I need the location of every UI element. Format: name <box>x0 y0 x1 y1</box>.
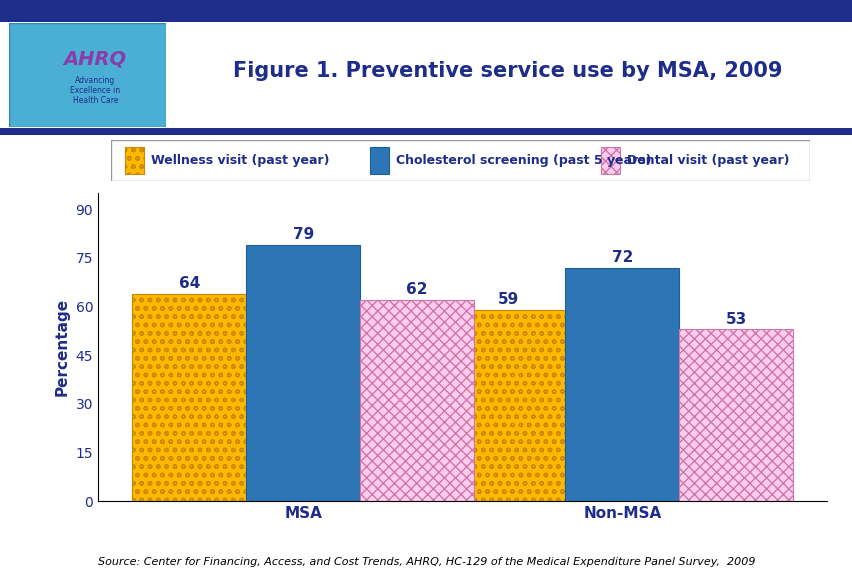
FancyBboxPatch shape <box>0 0 852 22</box>
Bar <box>360 300 474 501</box>
Bar <box>565 268 678 501</box>
Text: Dental visit (past year): Dental visit (past year) <box>626 154 789 167</box>
Text: Cholesterol screening (past 5 years): Cholesterol screening (past 5 years) <box>396 154 651 167</box>
Text: 64: 64 <box>178 276 199 291</box>
FancyBboxPatch shape <box>0 128 852 135</box>
Bar <box>451 310 565 501</box>
Text: 62: 62 <box>406 282 428 297</box>
FancyBboxPatch shape <box>124 147 144 174</box>
Text: Figure 1. Preventive service use by MSA, 2009: Figure 1. Preventive service use by MSA,… <box>233 60 781 81</box>
Text: Source: Center for Financing, Access, and Cost Trends, AHRQ, HC-129 of the Medic: Source: Center for Financing, Access, an… <box>98 558 755 567</box>
FancyBboxPatch shape <box>600 147 619 174</box>
Text: 79: 79 <box>292 228 314 242</box>
Bar <box>132 294 246 501</box>
Text: 53: 53 <box>725 312 746 327</box>
Y-axis label: Percentage: Percentage <box>55 298 70 396</box>
Text: 72: 72 <box>611 250 632 265</box>
FancyBboxPatch shape <box>9 23 166 127</box>
Bar <box>678 329 792 501</box>
Text: Advancing
Excellence in
Health Care: Advancing Excellence in Health Care <box>70 75 120 105</box>
Text: AHRQ: AHRQ <box>64 50 127 69</box>
Text: Wellness visit (past year): Wellness visit (past year) <box>152 154 330 167</box>
Text: 59: 59 <box>497 292 518 307</box>
Bar <box>246 245 360 501</box>
FancyBboxPatch shape <box>369 147 389 174</box>
